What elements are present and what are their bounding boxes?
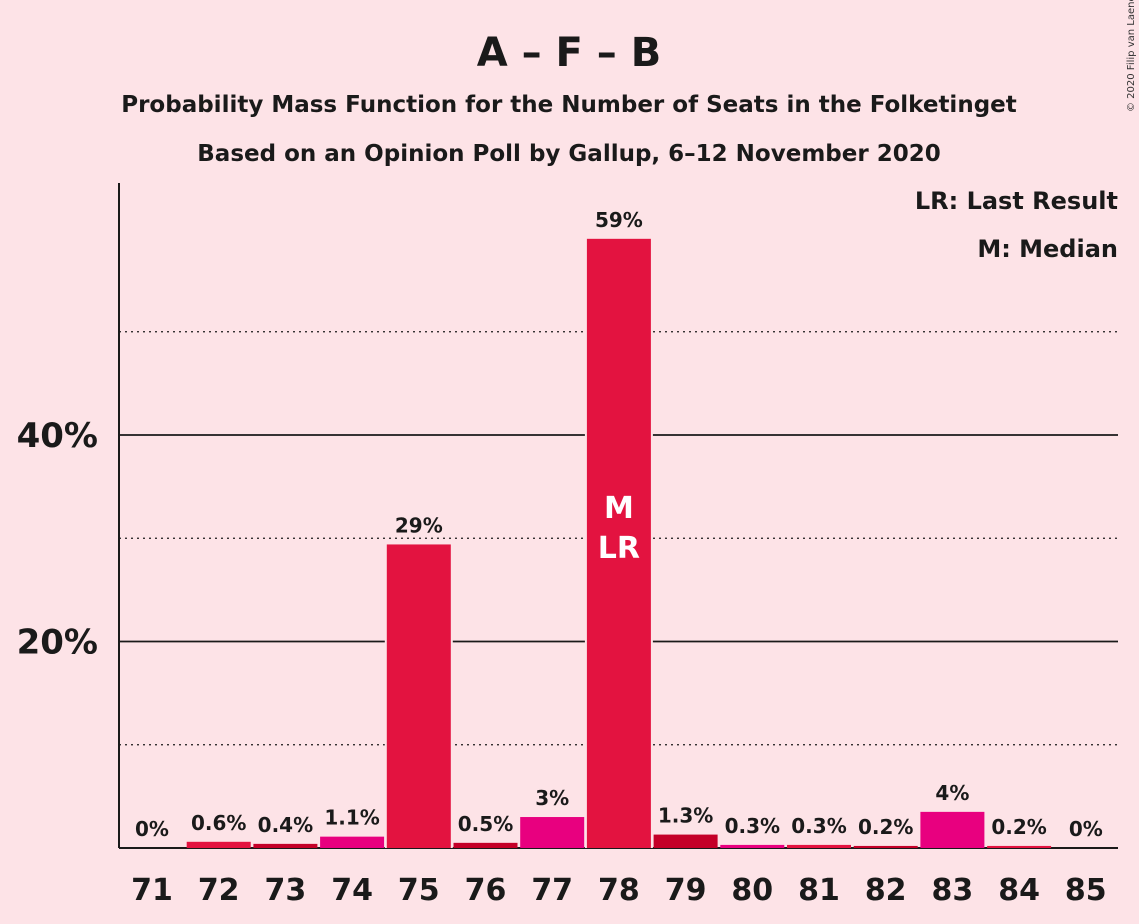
bar-value-label: 1.1% <box>324 806 379 830</box>
bar-73 <box>253 843 318 848</box>
bar-value-label: 0% <box>135 817 169 841</box>
bar-84 <box>987 845 1052 848</box>
bar-75 <box>386 544 451 848</box>
bar-value-label: 4% <box>935 781 969 805</box>
bars-layer <box>186 236 1052 848</box>
bar-value-label: 0.4% <box>258 813 313 837</box>
bar-value-label: 0.2% <box>991 815 1046 839</box>
median-marker: M <box>604 491 634 526</box>
x-tick-label: 72 <box>198 873 240 908</box>
copyright-note: © 2020 Filip van Laenen <box>1126 0 1137 112</box>
bar-78 <box>586 238 651 848</box>
x-tick-label: 73 <box>265 873 307 908</box>
bar-value-label: 3% <box>535 786 569 810</box>
x-tick-label: 79 <box>665 873 707 908</box>
x-tick-label: 81 <box>798 873 840 908</box>
bar-81 <box>787 844 851 848</box>
bar-value-label: 0.5% <box>458 812 513 836</box>
x-tick-label: 84 <box>998 873 1040 908</box>
x-tick-label: 85 <box>1065 873 1107 908</box>
bar-value-label: 0.3% <box>791 814 846 838</box>
bar-value-label: 0.3% <box>725 814 780 838</box>
bar-value-label: 59% <box>595 208 643 232</box>
x-tick-label: 74 <box>331 873 373 908</box>
bar-value-label: 29% <box>395 513 443 537</box>
legend-last-result: LR: Last Result <box>915 187 1118 215</box>
bar-74 <box>320 836 385 848</box>
bar-value-label: 0% <box>1069 817 1103 841</box>
last-result-marker: LR <box>598 531 640 566</box>
x-tick-label: 75 <box>398 873 440 908</box>
legend-median: M: Median <box>977 235 1118 263</box>
bar-value-label: 0.2% <box>858 815 913 839</box>
y-tick-label: 40% <box>17 416 98 456</box>
x-tick-label: 76 <box>465 873 507 908</box>
bar-83 <box>920 811 985 848</box>
bar-72 <box>186 841 251 848</box>
x-tick-label: 80 <box>731 873 773 908</box>
y-tick-label: 20% <box>17 623 98 663</box>
bar-76 <box>453 842 518 848</box>
bar-value-label: 0.6% <box>191 811 246 835</box>
bar-79 <box>653 834 718 848</box>
x-tick-label: 71 <box>131 873 173 908</box>
chart-title: A – F – B <box>477 30 661 76</box>
x-tick-label: 77 <box>531 873 573 908</box>
bar-80 <box>720 844 785 848</box>
x-tick-label: 82 <box>865 873 907 908</box>
bar-77 <box>520 817 585 848</box>
x-tick-label: 83 <box>932 873 974 908</box>
bar-82 <box>853 845 918 848</box>
bar-value-label: 1.3% <box>658 804 713 828</box>
chart-subtitle-line2: Based on an Opinion Poll by Gallup, 6–12… <box>197 141 940 167</box>
labels-layer: 20% 40% 0% 71 0.6% 72 0.4% 73 1.1% 74 29% 75 0.5% 76 3… <box>17 208 1107 908</box>
chart-subtitle-line1: Probability Mass Function for the Number… <box>121 92 1017 118</box>
x-tick-label: 78 <box>598 873 640 908</box>
